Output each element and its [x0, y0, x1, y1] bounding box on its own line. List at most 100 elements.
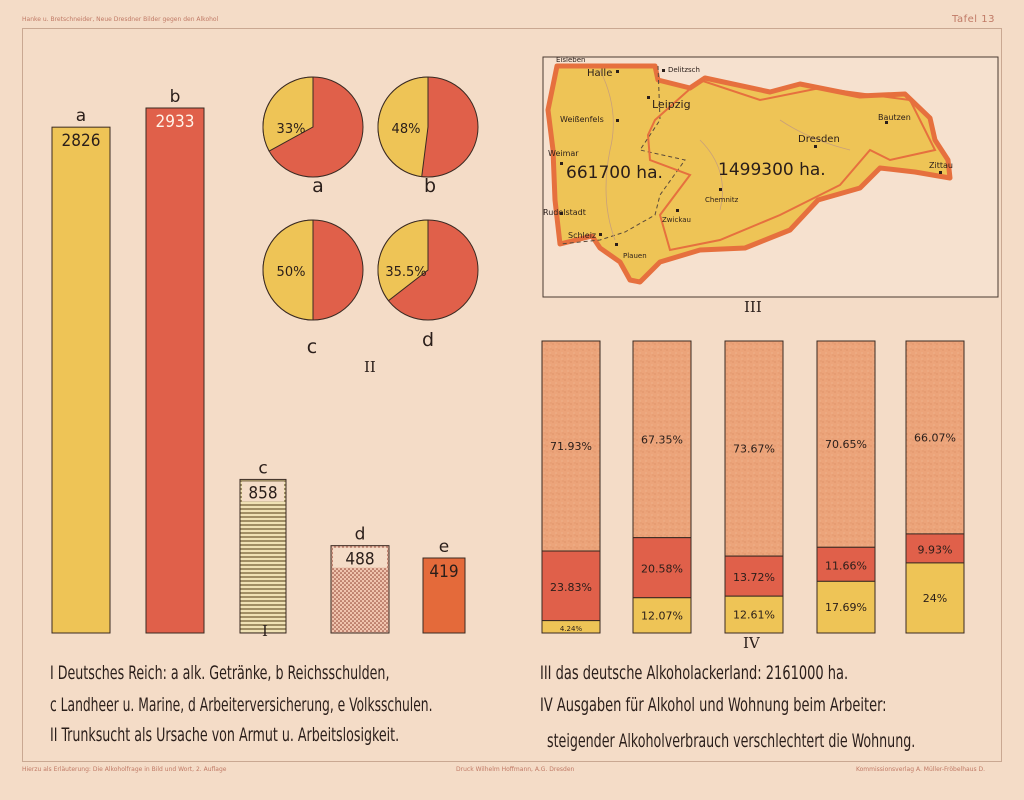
stack-label-4-red: 11.66% [825, 559, 867, 572]
stack-label-1-peach: 71.93% [550, 440, 592, 453]
stack-bar-4-peach [816, 340, 876, 548]
stack-label-1-yellow: 4.24% [560, 625, 583, 633]
stack-label-1-red: 23.83% [550, 581, 592, 594]
stack-label-2-yellow: 12.07% [641, 609, 683, 622]
bar-category-label-e: e [439, 537, 449, 557]
chart-II-label: II [364, 358, 376, 376]
legend-line-6: steigender Alkoholverbrauch verschlechte… [547, 730, 916, 752]
chart-II: 33% a 48% b 50% c 35.5% d [262, 76, 479, 358]
pie-category-label-c: c [307, 336, 317, 358]
map-place-plauen: Plauen [623, 252, 647, 260]
footer-right-text: Kommissionsverlag A. Müller-Fröbelhaus D… [856, 766, 986, 773]
map-place-chemnitz: Chemnitz [705, 196, 739, 204]
stack-label-3-peach: 73.67% [733, 443, 775, 456]
map-place-delitzsch: Delitzsch [668, 66, 700, 74]
stack-label-5-red: 9.93% [918, 543, 953, 556]
bar-value-label-c: 858 [248, 483, 277, 503]
footer-left-text: Hierzu als Erläuterung: Die Alkoholfrage… [22, 766, 227, 773]
legend-line-2: c Landheer u. Marine, d Arbeiterversiche… [50, 694, 433, 716]
stack-bar-2-yellow [632, 597, 692, 634]
map-place-schleiz: Schleiz [568, 231, 596, 240]
map-place-halle: Halle [587, 68, 612, 79]
legend-line-5: IV Ausgaben für Alkohol und Wohnung beim… [540, 694, 887, 716]
bar-value-label-e: 419 [429, 562, 458, 582]
bar-category-label-d: d [355, 525, 366, 545]
stack-label-5-peach: 66.07% [914, 431, 956, 444]
stack-bar-2-peach [632, 340, 692, 539]
bar-category-label-a: a [76, 106, 86, 126]
pie-category-label-a: a [312, 175, 324, 197]
chart-I-label: I [262, 622, 268, 640]
bar-b [145, 107, 205, 634]
stack-label-3-red: 13.72% [733, 571, 775, 584]
map-places [560, 69, 942, 246]
bar-category-label-c: c [258, 458, 267, 478]
stack-label-4-peach: 70.65% [825, 438, 867, 451]
stack-bar-3-yellow [724, 595, 784, 634]
map-place-rudolstadt: Rudolstadt [543, 208, 586, 217]
map-place-weißenfels: Weißenfels [560, 115, 604, 124]
stack-label-4-yellow: 17.69% [825, 601, 867, 614]
bar-value-label-b: 2933 [156, 112, 195, 132]
bar-label-bg-c [242, 481, 284, 502]
map-dashed-border [559, 65, 686, 245]
pie-b-yellow [377, 76, 429, 178]
map-area-labels: 661700 ha. 1499300 ha. [566, 160, 826, 183]
chart-I: 2826 a 2933 b 858 c 488 d 419 e [51, 87, 466, 634]
bar-e [422, 557, 466, 634]
pie-value-label-a: 33% [277, 122, 306, 137]
chart-III-label: III [744, 298, 762, 316]
chart-IV-label: IV [743, 634, 760, 652]
rivers [599, 69, 851, 241]
map-place-bautzen: Bautzen [878, 113, 911, 122]
legend-line-1: I Deutsches Reich: a alk. Getränke, b Re… [50, 662, 390, 684]
header-left-text: Hanke u. Bretschneider, Neue Dresdner Bi… [22, 16, 219, 23]
stack-label-5-yellow: 24% [923, 592, 947, 605]
stack-bar-5-red [905, 533, 965, 564]
legend-line-3: II Trunksucht als Ursache von Armut u. A… [50, 724, 400, 746]
stack-bar-1-peach [541, 340, 601, 552]
stack-bar-1-yellow [541, 620, 601, 634]
bar-value-label-a: 2826 [62, 131, 101, 151]
stack-label-2-peach: 67.35% [641, 433, 683, 446]
saxony-border [646, 78, 937, 252]
plate-number: Tafel 13 [952, 14, 995, 25]
map-land [545, 63, 953, 285]
pie-c-yellow [262, 219, 314, 321]
stack-bar-3-peach [724, 340, 784, 557]
bar-value-label-d: 488 [345, 550, 374, 570]
map-area-saxony-label: 1499300 ha. [718, 160, 826, 180]
pie-value-label-b: 48% [392, 122, 421, 137]
pie-a-yellow [262, 76, 314, 152]
map-area-west-label: 661700 ha. [566, 163, 663, 183]
pie-category-label-b: b [424, 175, 436, 197]
bar-category-label-b: b [170, 87, 181, 107]
chart-IV: 71.93% 23.83% 4.24% 67.35% 20.58% 12.07% 73.67… [541, 340, 965, 634]
pie-category-label-d: d [422, 329, 434, 351]
map-place-eisleben: Eisleben [556, 56, 585, 64]
poster-frame [22, 28, 1002, 762]
bar-a [51, 126, 111, 634]
stack-bar-3-red [724, 555, 784, 597]
bar-c [239, 478, 287, 634]
map-place-weimar: Weimar [548, 149, 579, 158]
map-place-zittau: Zittau [929, 161, 953, 170]
pie-value-label-d: 35.5% [385, 265, 426, 280]
stack-bar-4-yellow [816, 580, 876, 634]
legend-line-4: III das deutsche Alkoholackerland: 21610… [540, 662, 849, 684]
stack-bar-5-yellow [905, 562, 965, 634]
stack-label-2-red: 20.58% [641, 563, 683, 576]
footer-center-text: Druck Wilhelm Hoffmann, A.G. Dresden [456, 766, 575, 773]
pie-d-yellow [377, 219, 429, 302]
stack-label-3-yellow: 12.61% [733, 609, 775, 622]
pie-value-label-c: 50% [277, 265, 306, 280]
map-place-zwickau: Zwickau [662, 216, 691, 224]
bar-label-bg-d [333, 547, 387, 568]
map-place-leipzig: Leipzig [652, 98, 691, 111]
map-place-dresden: Dresden [798, 134, 840, 145]
stack-bar-2-red [632, 537, 692, 599]
